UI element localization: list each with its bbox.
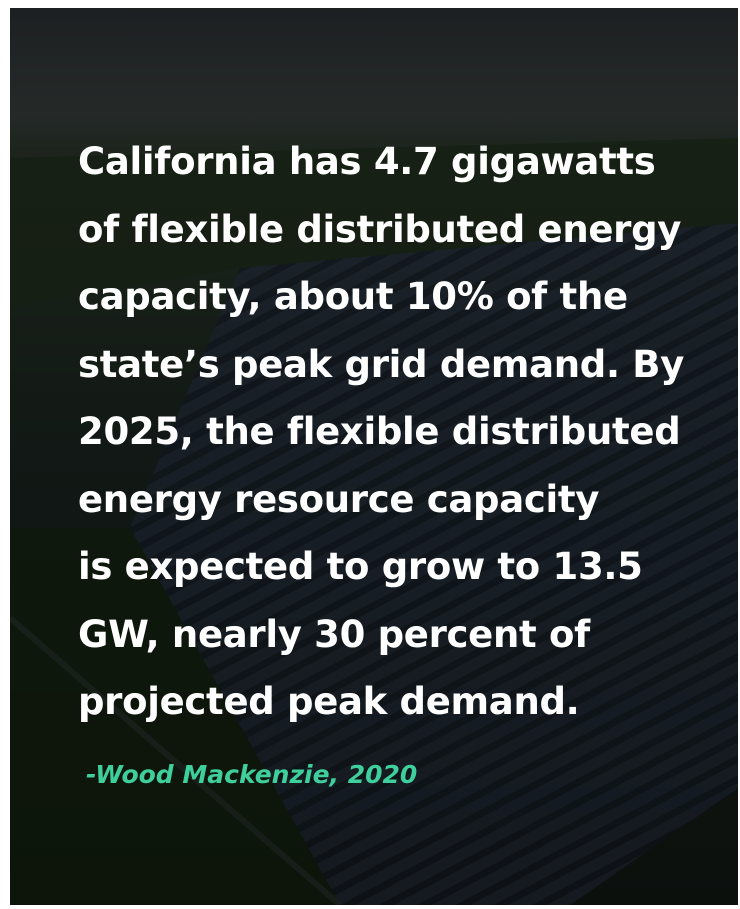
quote-line: of flexible distributed energy bbox=[78, 196, 718, 264]
quote-card: California has 4.7 gigawattsof flexible … bbox=[0, 0, 740, 909]
page: California has 4.7 gigawattsof flexible … bbox=[0, 0, 740, 909]
quote-line: capacity, about 10% of the bbox=[78, 263, 718, 331]
quote-line: projected peak demand. bbox=[78, 668, 718, 736]
quote-line: California has 4.7 gigawatts bbox=[78, 128, 718, 196]
quote-line: energy resource capacity bbox=[78, 466, 718, 534]
quote-line: 2025, the flexible distributed bbox=[78, 398, 718, 466]
attribution: -Wood Mackenzie, 2020 bbox=[86, 760, 417, 789]
quote-line: is expected to grow to 13.5 bbox=[78, 533, 718, 601]
quote-line: GW, nearly 30 percent of bbox=[78, 601, 718, 669]
quote-line: state’s peak grid demand. By bbox=[78, 331, 718, 399]
